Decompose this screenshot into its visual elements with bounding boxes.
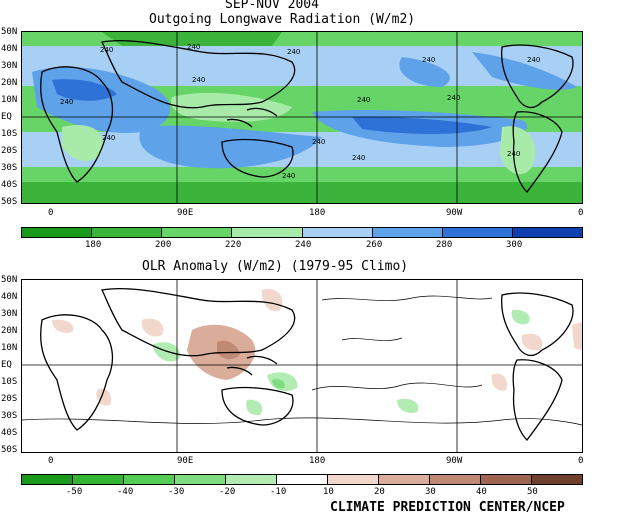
contour-label: 240: [507, 150, 520, 158]
lat-label: 10S: [1, 377, 18, 387]
lon-label: 180: [309, 208, 326, 218]
lat-label: 50S: [1, 197, 18, 207]
colorbar-swatch: [162, 228, 233, 237]
lat-label: 30N: [1, 309, 18, 319]
lon-label: 0: [578, 208, 584, 218]
contour-label: 240: [282, 172, 295, 180]
lon-label: 0: [48, 456, 54, 466]
colorbar-swatch: [481, 475, 532, 484]
colorbar-swatch: [226, 475, 277, 484]
colorbar-label: -20: [219, 487, 236, 497]
colorbar-swatch: [22, 475, 73, 484]
colorbar-label: -50: [66, 487, 83, 497]
contour-label: 240: [287, 48, 300, 56]
colorbar-swatch: [379, 475, 430, 484]
contour-label: 240: [447, 94, 460, 102]
contour-label: 240: [102, 134, 115, 142]
lon-label: 180: [309, 456, 326, 466]
colorbar-swatch: [92, 228, 163, 237]
colorbar-label: 220: [225, 240, 242, 250]
lon-label: 90W: [446, 456, 463, 466]
lat-label: 20S: [1, 146, 18, 156]
colorbar-swatch: [277, 475, 328, 484]
contour-label: 240: [312, 138, 325, 146]
lat-label: 50S: [1, 445, 18, 455]
lat-label: 40N: [1, 292, 18, 302]
contour-label: 240: [60, 98, 73, 106]
contour-label: 240: [527, 56, 540, 64]
contour-label: 240: [357, 96, 370, 104]
lon-label: 0: [578, 456, 584, 466]
colorbar-swatch: [430, 475, 481, 484]
lat-label: 30S: [1, 163, 18, 173]
colorbar-label: -30: [168, 487, 185, 497]
colorbar-label: -40: [117, 487, 134, 497]
colorbar-label: 280: [436, 240, 453, 250]
colorbar-label: 300: [506, 240, 523, 250]
colorbar-swatch: [328, 475, 379, 484]
credit-label: CLIMATE PREDICTION CENTER/NCEP: [330, 500, 565, 515]
colorbar-label: 20: [374, 487, 385, 497]
colorbar-label: 50: [527, 487, 538, 497]
colorbar-swatch: [532, 475, 582, 484]
colorbar-label: 30: [425, 487, 436, 497]
lat-label: 10N: [1, 95, 18, 105]
colorbar-swatch: [302, 228, 373, 237]
colorbar-swatch: [22, 228, 93, 237]
lon-label: 90E: [177, 208, 194, 218]
lat-label: 50N: [1, 275, 18, 285]
season-title: SEP-NOV 2004: [225, 0, 319, 12]
colorbar-label: 260: [366, 240, 383, 250]
lon-label: 90W: [446, 208, 463, 218]
lat-label: 10N: [1, 343, 18, 353]
anomaly-map-title: OLR Anomaly (W/m2) (1979-95 Climo): [142, 259, 409, 274]
lat-label: 40N: [1, 44, 18, 54]
colorbar-swatch: [512, 228, 582, 237]
lon-label: 90E: [177, 456, 194, 466]
colorbar-swatch: [372, 228, 443, 237]
lat-label: 30N: [1, 61, 18, 71]
contour-label: 240: [187, 43, 200, 51]
lon-label: 0: [48, 208, 54, 218]
colorbar-label: 10: [323, 487, 334, 497]
lat-label: 20S: [1, 394, 18, 404]
contour-label: 240: [100, 46, 113, 54]
contour-label: 240: [422, 56, 435, 64]
lat-label: 30S: [1, 411, 18, 421]
anomaly-map: [21, 279, 583, 453]
colorbar-swatch: [73, 475, 124, 484]
lat-label: 40S: [1, 180, 18, 190]
olr-map-title: Outgoing Longwave Radiation (W/m2): [149, 12, 416, 27]
colorbar-swatch: [442, 228, 513, 237]
anomaly-colorbar: [21, 474, 583, 485]
olr-colorbar: [21, 227, 583, 238]
lat-label: 20N: [1, 326, 18, 336]
colorbar-swatch: [232, 228, 303, 237]
olr-map: 240 240 240 240 240 240 240 240 240 240 …: [21, 31, 583, 204]
lat-label: 10S: [1, 129, 18, 139]
lat-label: 50N: [1, 27, 18, 37]
colorbar-label: 40: [476, 487, 487, 497]
colorbar-label: 240: [295, 240, 312, 250]
lat-label: EQ: [1, 360, 12, 370]
colorbar-label: 200: [155, 240, 172, 250]
lat-label: 40S: [1, 428, 18, 438]
contour-label: 240: [192, 76, 205, 84]
colorbar-label: -10: [270, 487, 287, 497]
colorbar-label: 180: [85, 240, 102, 250]
colorbar-swatch: [124, 475, 175, 484]
lat-label: 20N: [1, 78, 18, 88]
lat-label: EQ: [1, 112, 12, 122]
contour-label: 240: [352, 154, 365, 162]
colorbar-swatch: [175, 475, 226, 484]
